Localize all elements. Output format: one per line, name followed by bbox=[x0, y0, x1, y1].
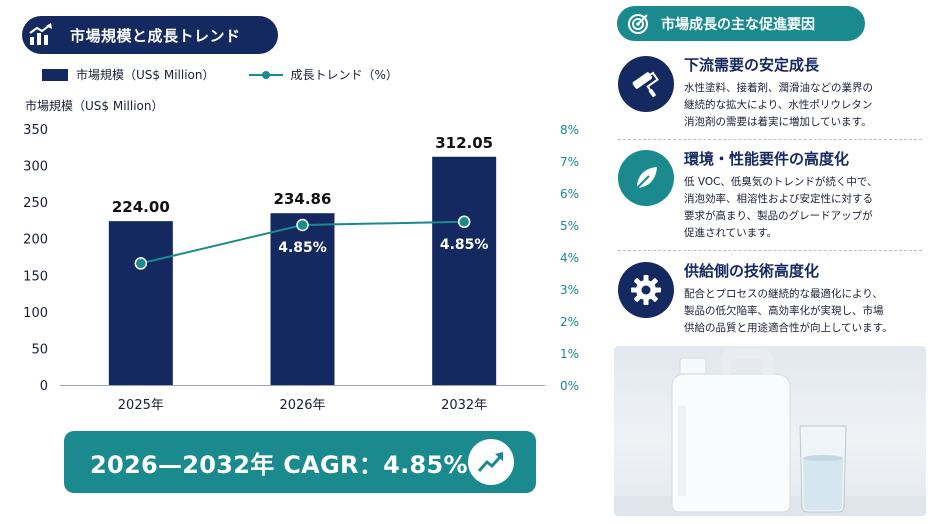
bar-value-label: 312.05 bbox=[435, 134, 493, 152]
container-illustration bbox=[614, 349, 926, 516]
y2-tick-label: 5% bbox=[560, 219, 579, 233]
chart-legend: 市場規模（US$ Million） 成長トレンド（%） bbox=[42, 66, 398, 83]
trend-up-icon bbox=[468, 439, 514, 485]
driver-description: 配合とプロセスの継続的な最適化により、 製品の低欠陥率、高効率化が実現し、市場 … bbox=[684, 286, 920, 337]
driver-line: 供給の品質と用途適合性が向上しています。 bbox=[684, 322, 893, 334]
legend-bar-swatch bbox=[42, 68, 68, 81]
divider bbox=[618, 139, 922, 140]
trend-point-0 bbox=[134, 257, 148, 270]
legend-line-swatch bbox=[248, 69, 283, 81]
y2-tick-label: 4% bbox=[560, 251, 579, 265]
bar-chart-trend-icon bbox=[26, 20, 56, 50]
y2-tick-label: 2% bbox=[560, 315, 579, 329]
target-icon bbox=[625, 11, 651, 37]
y-tick-label: 150 bbox=[23, 269, 48, 284]
driver-heading: 供給側の技術高度化 bbox=[684, 262, 820, 280]
y-tick-label: 250 bbox=[23, 196, 48, 211]
drivers-section-title: 市場成長の主な促進要因 bbox=[617, 6, 865, 41]
driver-heading: 環境・性能要件の高度化 bbox=[684, 150, 850, 168]
y-tick-label: 100 bbox=[23, 306, 48, 321]
bar-2 bbox=[432, 156, 497, 385]
paint-roller-icon bbox=[618, 56, 674, 112]
divider bbox=[618, 250, 922, 251]
trend-point-1 bbox=[296, 218, 309, 232]
gear-icon bbox=[618, 262, 674, 318]
y-tick-label: 0 bbox=[40, 379, 48, 394]
y2-tick-label: 8% bbox=[560, 123, 579, 137]
trend-value-label: 4.85% bbox=[440, 237, 489, 253]
leaf-icon bbox=[618, 150, 674, 206]
driver-description: 水性塗料、接着剤、潤滑油などの業界の 継続的な拡大により、水性ポリウレタン 消泡… bbox=[684, 80, 920, 131]
y-tick-label: 300 bbox=[23, 160, 48, 175]
bar-value-label: 224.00 bbox=[112, 198, 170, 216]
legend-line-label: 成長トレンド（%） bbox=[290, 68, 398, 82]
driver-line: 継続的な拡大により、水性ポリウレタン bbox=[684, 99, 873, 111]
cagr-text: 2026—2032年 CAGR：4.85% bbox=[90, 450, 468, 479]
x-tick-label: 2025年 bbox=[118, 398, 164, 413]
y-tick-label: 50 bbox=[31, 342, 48, 357]
y2-tick-label: 6% bbox=[560, 187, 579, 201]
y-tick-label: 350 bbox=[23, 123, 48, 138]
trend-point-2 bbox=[457, 215, 471, 229]
product-photo bbox=[614, 346, 926, 516]
driver-line: 配合とプロセスの継続的な最適化により、 bbox=[684, 288, 883, 300]
driver-line: 促進されています。 bbox=[684, 227, 778, 239]
cagr-banner: 2026—2032年 CAGR：4.85% bbox=[64, 431, 536, 493]
driver-heading: 下流需要の安定成長 bbox=[684, 56, 820, 74]
driver-line: 低 VOC、低臭気のトレンドが続く中で、 bbox=[684, 176, 878, 188]
driver-line: 消泡剤の需要は着実に増加しています。 bbox=[684, 116, 872, 128]
trend-value-label: 4.85% bbox=[278, 240, 327, 256]
y2-tick-label: 1% bbox=[560, 347, 579, 361]
y2-tick-label: 7% bbox=[560, 155, 579, 169]
driver-description: 低 VOC、低臭気のトレンドが続く中で、 消泡効率、相溶性および安定性に対する … bbox=[684, 174, 920, 242]
x-tick-label: 2026年 bbox=[279, 398, 325, 413]
page-title: 市場規模と成長トレンド bbox=[70, 26, 241, 45]
bar-1 bbox=[270, 213, 335, 385]
y2-tick-label: 0% bbox=[560, 379, 579, 393]
driver-line: 水性塗料、接着剤、潤滑油などの業界の bbox=[684, 82, 873, 94]
y2-tick-label: 3% bbox=[560, 283, 579, 297]
y-tick-label: 200 bbox=[23, 233, 48, 248]
market-chart: 0 50 100 150 200 250 300 350 0% 1% 2% 3% 4% 5% 6% 7% 8% 2… bbox=[23, 123, 579, 413]
y-axis-title: 市場規模（US$ Million） bbox=[25, 99, 164, 113]
x-tick-label: 2032年 bbox=[441, 398, 487, 413]
chart-section-title: 市場規模と成長トレンド bbox=[22, 16, 278, 54]
bar-0 bbox=[108, 221, 173, 385]
driver-line: 消泡効率、相溶性および安定性に対する bbox=[684, 193, 873, 205]
drivers-title: 市場成長の主な促進要因 bbox=[661, 16, 815, 33]
driver-line: 要求が高まり、製品のグレードアップが bbox=[684, 210, 873, 222]
bar-value-label: 234.86 bbox=[274, 190, 332, 208]
legend-bar-label: 市場規模（US$ Million） bbox=[76, 68, 215, 82]
driver-line: 製品の低欠陥率、高効率化が実現し、市場 bbox=[684, 305, 884, 317]
